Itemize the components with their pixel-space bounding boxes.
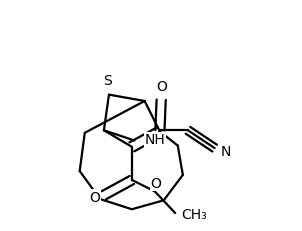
Text: O: O — [89, 190, 100, 204]
Text: CH₃: CH₃ — [182, 207, 207, 221]
Text: O: O — [151, 176, 162, 190]
Text: N: N — [221, 144, 231, 158]
Text: S: S — [103, 74, 112, 88]
Text: O: O — [156, 80, 167, 94]
Text: NH: NH — [145, 133, 165, 146]
